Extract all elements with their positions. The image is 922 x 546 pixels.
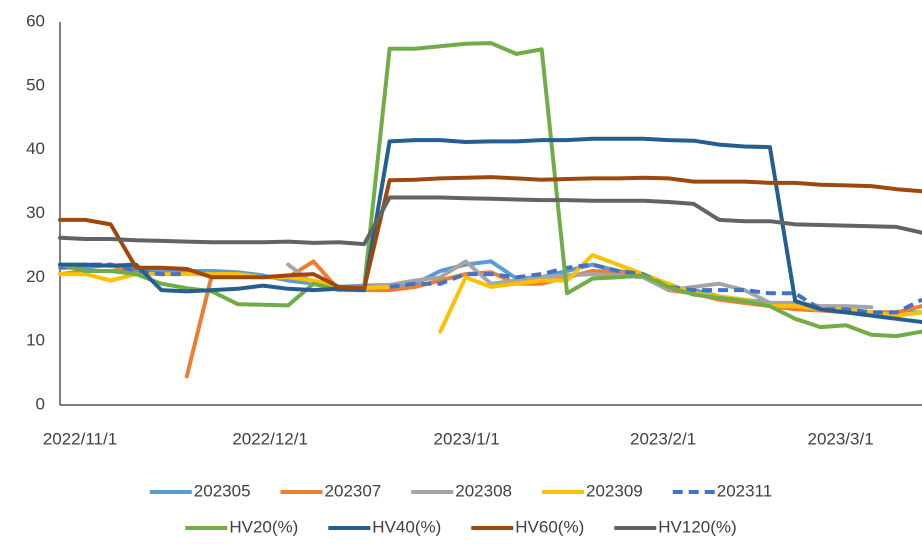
line-series	[58, 136, 922, 324]
legend-label: 202307	[325, 481, 382, 500]
x-tick-label: 2022/11/1	[43, 429, 117, 448]
x-tick-label: 2022/12/1	[232, 429, 308, 448]
y-tick-label: 0	[36, 394, 45, 413]
x-tick-label: 2023/3/1	[807, 429, 873, 448]
legend-label: 202308	[455, 481, 512, 500]
legend-item: HV20(%)	[185, 517, 298, 536]
line-series	[58, 175, 922, 291]
legend-item: 202311	[672, 481, 772, 500]
y-tick-label: 60	[26, 11, 45, 30]
y-tick-label: 20	[26, 267, 45, 286]
legend-item: HV40(%)	[328, 517, 441, 536]
y-tick-label: 40	[26, 139, 45, 158]
y-tick-label: 30	[26, 203, 45, 222]
legend-label: HV60(%)	[515, 517, 584, 536]
legend-item: HV120(%)	[614, 517, 737, 536]
legend-label: HV120(%)	[658, 517, 736, 536]
legend-item: 202307	[280, 481, 382, 500]
legend-item: 202309	[542, 481, 643, 500]
y-tick-label: 50	[26, 75, 45, 94]
legend-label: 202309	[586, 481, 643, 500]
line-series	[58, 195, 922, 247]
legend-label: 202311	[717, 481, 772, 500]
legend-label: HV40(%)	[372, 517, 441, 536]
x-tick-label: 2023/2/1	[630, 429, 696, 448]
y-tick-label: 10	[26, 331, 45, 350]
line-series	[58, 259, 922, 315]
legend-item: HV60(%)	[471, 517, 584, 536]
x-tick-label: 2023/1/1	[434, 429, 500, 448]
legend-label: HV20(%)	[229, 517, 298, 536]
legend-label: 202305	[194, 481, 251, 500]
legend-item: 202308	[411, 481, 512, 500]
legend-item: 202305	[149, 481, 251, 500]
